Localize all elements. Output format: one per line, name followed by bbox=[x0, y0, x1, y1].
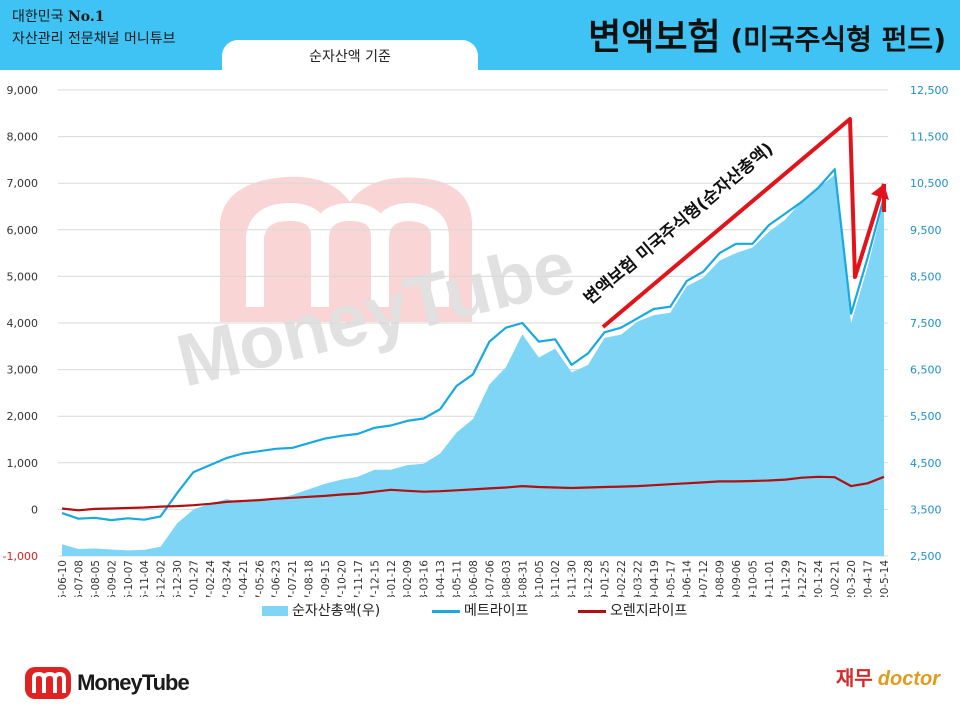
header-banner: 대한민국 No.1 자산관리 전문채널 머니튜브 변액보험 (미국주식형 펀드)… bbox=[0, 0, 960, 72]
x-tick-label: 2016-12-02 bbox=[156, 560, 168, 597]
x-tick-label: 2018-06-08 bbox=[468, 560, 480, 597]
right-tick-label: 6,500 bbox=[910, 364, 942, 377]
x-tick-label: 2020-1-24 bbox=[813, 560, 825, 597]
x-tick-label: 2017-04-21 bbox=[238, 560, 250, 597]
right-tick-label: 12,500 bbox=[910, 84, 949, 97]
right-tick-label: 8,500 bbox=[910, 270, 942, 283]
legend-swatch-metlife bbox=[432, 609, 460, 613]
left-tick-label: 1,000 bbox=[7, 457, 39, 470]
watermark-logo-icon bbox=[220, 176, 472, 322]
left-tick-label: 9,000 bbox=[7, 84, 39, 97]
x-tick-label: 2017-10-20 bbox=[336, 560, 348, 597]
x-tick-label: 2019-08-09 bbox=[715, 560, 727, 597]
x-tick-label: 2017-07-21 bbox=[287, 560, 299, 597]
x-tick-label: 2018-11-30 bbox=[567, 560, 579, 597]
x-tick-label: 2018-08-31 bbox=[517, 560, 529, 597]
legend-swatch-orange bbox=[578, 609, 606, 613]
x-tick-label: 2019-04-19 bbox=[649, 560, 661, 597]
x-tick-label: 2020-3-20 bbox=[846, 560, 858, 597]
left-tick-label: 4,000 bbox=[7, 317, 39, 330]
x-tick-label: 2016-06-10 bbox=[57, 560, 69, 597]
left-tick-label: 2,000 bbox=[7, 410, 39, 423]
plot-area bbox=[61, 168, 886, 557]
x-tick-label: 2019-05-17 bbox=[665, 560, 677, 597]
x-tick-label: 2017-03-24 bbox=[221, 560, 233, 597]
x-tick-label: 2017-05-26 bbox=[254, 560, 266, 597]
series-metlife-line bbox=[61, 168, 886, 522]
trend-arrow-path bbox=[601, 117, 886, 329]
x-tick-label: 2018-01-12 bbox=[386, 560, 398, 597]
brand-line-1: 대한민국 No.1 bbox=[12, 9, 105, 25]
x-tick-label: 2019-06-14 bbox=[682, 560, 694, 597]
x-tick-label: 2017-08-18 bbox=[304, 560, 316, 597]
right-tick-label: 4,500 bbox=[910, 457, 942, 470]
left-tick-label: -1,000 bbox=[3, 550, 38, 563]
axes: -1,000 0 1,000 2,000 3,000 4,000 5,000 6,000 7,0… bbox=[3, 84, 949, 597]
x-tick-label: 2017-01-27 bbox=[189, 560, 201, 597]
chart: MoneyTube -1,00001,0002,0003,0004,0005,0… bbox=[3, 84, 949, 597]
x-tick-label: 2017-11-17 bbox=[353, 560, 365, 597]
x-tick-label: 2018-05-11 bbox=[452, 560, 464, 597]
right-tick-label: 11,500 bbox=[910, 131, 949, 144]
legend-item-metlife: 메트라이프 bbox=[432, 600, 528, 620]
x-tick-label: 2017-12-15 bbox=[369, 560, 381, 597]
x-tick-label: 2020-4-17 bbox=[863, 560, 875, 597]
left-tick-label: 0 bbox=[31, 503, 38, 516]
x-tick-label: 2016-09-02 bbox=[106, 560, 118, 597]
x-tick-label: 2019-11-29 bbox=[780, 560, 792, 597]
x-tick-label: 2016-08-05 bbox=[90, 560, 102, 597]
x-tick-label: 2018-11-02 bbox=[550, 560, 562, 597]
x-tick-label: 2018-08-03 bbox=[501, 560, 513, 597]
x-tick-label: 2020-02-21 bbox=[830, 560, 842, 597]
x-tick-label: 2018-02-09 bbox=[402, 560, 414, 597]
x-tick-label: 2019-10-05 bbox=[747, 560, 759, 597]
x-tick-label: 2019-01-25 bbox=[600, 560, 612, 597]
x-tick-label: 2017-06-23 bbox=[271, 560, 283, 597]
right-tick-label: 5,500 bbox=[910, 410, 942, 423]
x-tick-label: 2018-04-13 bbox=[435, 560, 447, 597]
x-tick-label: 2017-02-24 bbox=[205, 560, 217, 597]
x-tick-label: 2019-07-12 bbox=[698, 560, 710, 597]
jaemu-doctor-logo: 재무 doctor bbox=[835, 666, 940, 690]
x-tick-label: 2016-07-08 bbox=[73, 560, 85, 597]
x-tick-label: 2019-02-22 bbox=[616, 560, 628, 597]
x-tick-label: 2016-12-30 bbox=[172, 560, 184, 597]
legend-swatch-area bbox=[262, 606, 288, 616]
x-tick-label: 2016-11-04 bbox=[139, 560, 151, 597]
legend: 순자산총액(우) 메트라이프 오렌지라이프 bbox=[0, 598, 960, 622]
x-tick-label: 2020-5-14 bbox=[879, 560, 891, 597]
watermark-logo-stroke bbox=[246, 202, 449, 307]
x-tick-label: 2016-10-07 bbox=[123, 560, 135, 597]
left-tick-label: 6,000 bbox=[7, 224, 39, 237]
series-net-assets-area bbox=[62, 174, 884, 557]
x-tick-label: 2019-03-22 bbox=[632, 560, 644, 597]
right-tick-label: 3,500 bbox=[910, 503, 942, 516]
right-tick-label: 7,500 bbox=[910, 317, 942, 330]
basis-tab: 순자산액 기준 bbox=[222, 40, 478, 72]
x-tick-label: 2019-09-06 bbox=[731, 560, 743, 597]
right-tick-label: 10,500 bbox=[910, 177, 949, 190]
right-tick-label: 2,500 bbox=[910, 550, 942, 563]
x-tick-label: 2017-09-15 bbox=[320, 560, 332, 597]
x-tick-label: 2019-12-27 bbox=[797, 560, 809, 597]
legend-item-orange: 오렌지라이프 bbox=[578, 600, 687, 620]
moneytube-logo-icon bbox=[25, 667, 71, 699]
x-tick-label: 2019-11-01 bbox=[764, 560, 776, 597]
x-tick-label: 2018-03-16 bbox=[419, 560, 431, 597]
x-tick-label: 2018-07-06 bbox=[484, 560, 496, 597]
x-tick-label: 2018-12-28 bbox=[583, 560, 595, 597]
series-orange-life-line bbox=[61, 475, 885, 512]
legend-item-net-assets: 순자산총액(우) bbox=[262, 600, 380, 620]
left-tick-label: 8,000 bbox=[7, 131, 39, 144]
left-tick-label: 7,000 bbox=[7, 177, 39, 190]
x-tick-label: 2018-10-05 bbox=[534, 560, 546, 597]
left-tick-label: 5,000 bbox=[7, 270, 39, 283]
page-title: 변액보험 (미국주식형 펀드) bbox=[588, 17, 946, 58]
right-tick-label: 9,500 bbox=[910, 224, 942, 237]
footer-logo: MoneyTube bbox=[24, 666, 190, 700]
brand-line-2: 자산관리 전문채널 머니튜브 bbox=[12, 31, 176, 47]
left-tick-label: 3,000 bbox=[7, 364, 39, 377]
